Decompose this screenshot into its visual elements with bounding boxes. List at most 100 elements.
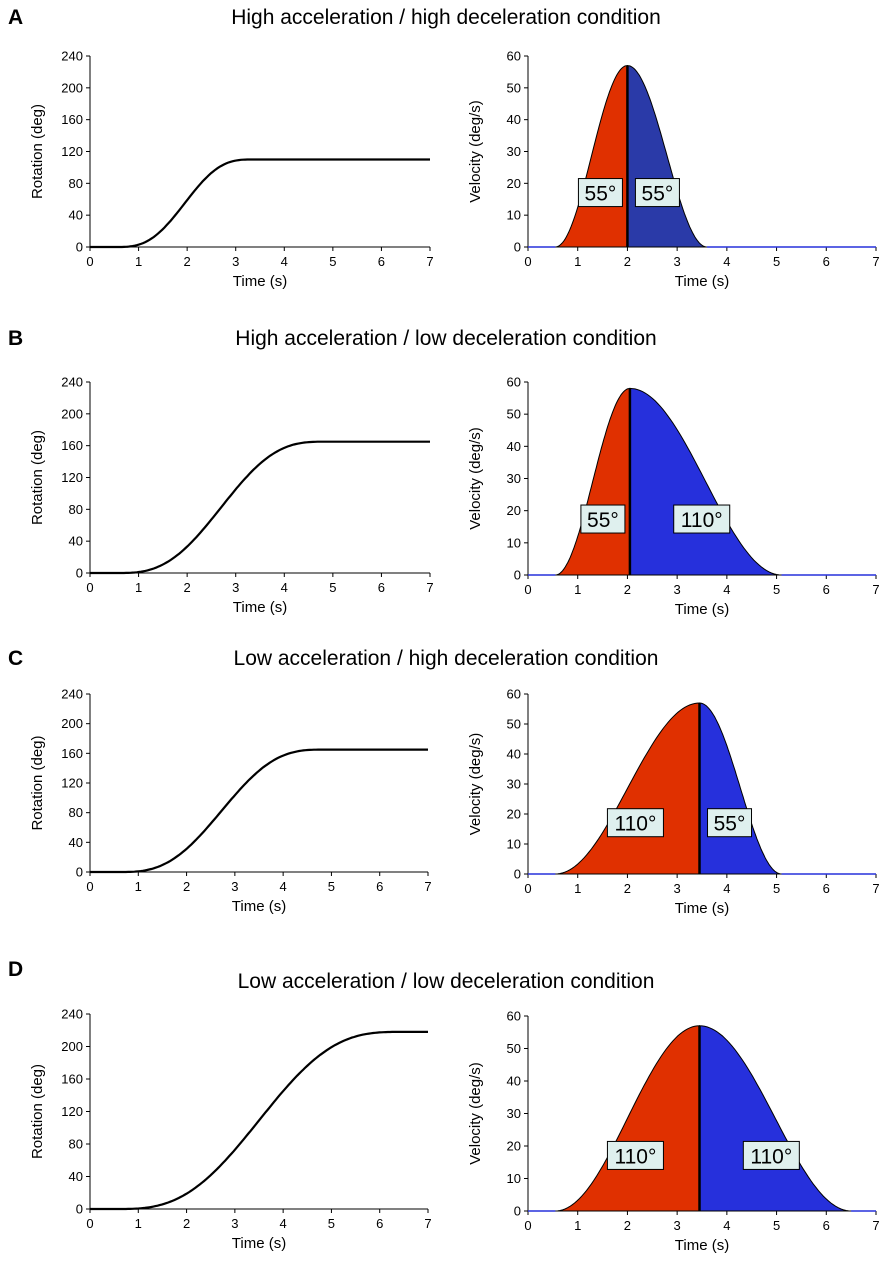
velocity-decel-label: 55° bbox=[642, 183, 674, 206]
velocity-decel-label: 110° bbox=[681, 509, 723, 532]
rotation-x-axis-label: Time (s) bbox=[232, 1235, 286, 1252]
rotation-x-tick-label: 1 bbox=[135, 580, 142, 595]
velocity-x-tick-label: 0 bbox=[524, 254, 531, 269]
velocity-y-tick-label: 50 bbox=[507, 407, 521, 422]
velocity-y-tick-label: 30 bbox=[507, 1106, 521, 1121]
velocity-x-tick-label: 7 bbox=[872, 254, 879, 269]
velocity-x-tick-label: 3 bbox=[674, 254, 681, 269]
velocity-x-tick-label: 0 bbox=[524, 582, 531, 597]
rotation-y-tick-label: 80 bbox=[69, 502, 83, 517]
rotation-y-axis-label: Rotation (deg) bbox=[29, 104, 46, 199]
rotation-y-tick-label: 200 bbox=[61, 406, 83, 421]
rotation-y-tick-label: 160 bbox=[61, 1072, 83, 1087]
velocity-x-tick-label: 1 bbox=[574, 1218, 581, 1233]
rotation-chart-c: 0 40 80 120 160 200 240 0 1 2 3 4 5 6 7 Time (s) Rotatio… bbox=[29, 687, 432, 916]
velocity-y-tick-label: 10 bbox=[507, 837, 521, 852]
velocity-x-axis-label: Time (s) bbox=[675, 601, 729, 618]
velocity-accel-area bbox=[555, 1025, 700, 1212]
velocity-accel-label: 55° bbox=[587, 509, 619, 532]
velocity-y-tick-label: 60 bbox=[507, 1009, 521, 1024]
velocity-x-tick-label: 5 bbox=[773, 881, 780, 896]
rotation-x-tick-label: 6 bbox=[376, 879, 383, 894]
rotation-x-tick-label: 2 bbox=[184, 580, 191, 595]
rotation-y-tick-label: 240 bbox=[61, 1007, 83, 1022]
rotation-y-tick-label: 240 bbox=[61, 49, 83, 64]
velocity-chart-d: 0 10 20 30 40 50 60 0 1 2 3 4 5 6 7 Time (s) Velocity (d… bbox=[467, 1009, 880, 1255]
rotation-y-tick-label: 120 bbox=[61, 470, 83, 485]
velocity-x-tick-label: 5 bbox=[773, 582, 780, 597]
rotation-y-tick-label: 120 bbox=[61, 776, 83, 791]
velocity-x-tick-label: 1 bbox=[574, 582, 581, 597]
velocity-chart-a: 0 10 20 30 40 50 60 0 1 2 3 4 5 6 7 Time (s) Velocity (d… bbox=[467, 49, 880, 291]
rotation-x-tick-label: 6 bbox=[378, 580, 385, 595]
rotation-y-tick-label: 200 bbox=[61, 1039, 83, 1054]
velocity-y-tick-label: 0 bbox=[514, 568, 521, 583]
velocity-x-tick-label: 3 bbox=[674, 1218, 681, 1233]
velocity-x-tick-label: 6 bbox=[823, 881, 830, 896]
velocity-decel-label-box bbox=[634, 178, 680, 208]
rotation-y-tick-label: 40 bbox=[69, 208, 83, 223]
rotation-x-tick-label: 0 bbox=[86, 1216, 93, 1231]
rotation-x-tick-label: 4 bbox=[281, 254, 288, 269]
velocity-x-tick-label: 7 bbox=[872, 881, 879, 896]
velocity-x-axis-label: Time (s) bbox=[675, 900, 729, 917]
rotation-x-tick-label: 1 bbox=[135, 1216, 142, 1231]
rotation-y-tick-label: 0 bbox=[76, 566, 83, 581]
velocity-y-tick-label: 30 bbox=[507, 144, 521, 159]
velocity-y-tick-label: 40 bbox=[507, 112, 521, 127]
velocity-x-axis-label: Time (s) bbox=[675, 1237, 729, 1254]
velocity-x-tick-label: 3 bbox=[674, 881, 681, 896]
velocity-y-tick-label: 20 bbox=[507, 503, 521, 518]
velocity-y-tick-label: 60 bbox=[507, 375, 521, 390]
velocity-x-tick-label: 6 bbox=[823, 254, 830, 269]
velocity-x-tick-label: 2 bbox=[624, 254, 631, 269]
rotation-x-tick-label: 5 bbox=[328, 1216, 335, 1231]
rotation-x-axis-label: Time (s) bbox=[233, 273, 287, 290]
velocity-decel-label-box bbox=[707, 808, 753, 838]
velocity-y-tick-label: 40 bbox=[507, 1074, 521, 1089]
velocity-x-tick-label: 6 bbox=[823, 1218, 830, 1233]
rotation-x-tick-label: 2 bbox=[183, 1216, 190, 1231]
velocity-y-tick-label: 40 bbox=[507, 747, 521, 762]
rotation-y-tick-label: 40 bbox=[69, 835, 83, 850]
rotation-y-tick-label: 160 bbox=[61, 112, 83, 127]
velocity-x-tick-label: 1 bbox=[574, 881, 581, 896]
velocity-x-axis-label: Time (s) bbox=[675, 273, 729, 290]
velocity-accel-label-box bbox=[577, 178, 623, 208]
rotation-curve bbox=[90, 748, 428, 874]
velocity-decel-area bbox=[626, 65, 708, 248]
velocity-y-tick-label: 40 bbox=[507, 439, 521, 454]
velocity-decel-area bbox=[699, 1025, 852, 1212]
velocity-y-tick-label: 0 bbox=[514, 1204, 521, 1219]
velocity-y-tick-label: 20 bbox=[507, 176, 521, 191]
rotation-y-tick-label: 200 bbox=[61, 716, 83, 731]
panel-title-d: Low acceleration / low deceleration cond… bbox=[237, 970, 655, 993]
rotation-y-axis-label: Rotation (deg) bbox=[29, 735, 46, 830]
velocity-y-axis-label: Velocity (deg/s) bbox=[467, 733, 484, 836]
velocity-x-tick-label: 6 bbox=[823, 582, 830, 597]
rotation-x-tick-label: 1 bbox=[135, 879, 142, 894]
velocity-y-tick-label: 30 bbox=[507, 471, 521, 486]
rotation-y-tick-label: 200 bbox=[61, 80, 83, 95]
velocity-x-tick-label: 2 bbox=[624, 582, 631, 597]
velocity-x-tick-label: 4 bbox=[723, 582, 730, 597]
velocity-accel-label: 110° bbox=[614, 1145, 656, 1168]
rotation-y-tick-label: 120 bbox=[61, 1104, 83, 1119]
rotation-y-tick-label: 80 bbox=[69, 176, 83, 191]
velocity-chart-b: 0 10 20 30 40 50 60 0 1 2 3 4 5 6 7 Time (s) Velocity (d… bbox=[467, 375, 880, 619]
velocity-accel-area bbox=[555, 387, 631, 576]
rotation-x-tick-label: 5 bbox=[329, 580, 336, 595]
velocity-y-tick-label: 0 bbox=[514, 240, 521, 255]
velocity-accel-label: 55° bbox=[585, 183, 617, 206]
rotation-y-tick-label: 0 bbox=[76, 240, 83, 255]
velocity-x-tick-label: 2 bbox=[624, 881, 631, 896]
rotation-y-axis-label: Rotation (deg) bbox=[29, 1064, 46, 1159]
velocity-y-tick-label: 0 bbox=[514, 867, 521, 882]
panel-letter-a: A bbox=[8, 6, 24, 29]
velocity-y-tick-label: 60 bbox=[507, 687, 521, 702]
velocity-y-axis-label: Velocity (deg/s) bbox=[467, 1062, 484, 1165]
velocity-y-tick-label: 10 bbox=[507, 208, 521, 223]
rotation-y-tick-label: 240 bbox=[61, 687, 83, 702]
rotation-x-tick-label: 0 bbox=[86, 879, 93, 894]
rotation-y-tick-label: 80 bbox=[69, 805, 83, 820]
